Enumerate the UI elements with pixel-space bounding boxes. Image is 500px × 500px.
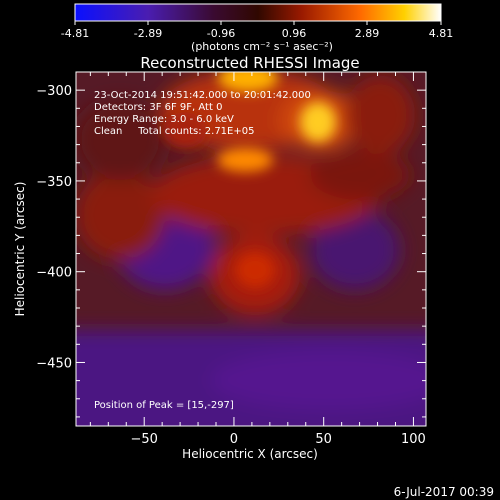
y-tick-label: −300 (36, 84, 72, 99)
annotation-detectors: Detectors: 3F 6F 9F, Att 0 (94, 102, 222, 113)
annotation-energy-range: Energy Range: 3.0 - 6.0 keV (94, 114, 234, 125)
colorbar-tick-label: -2.89 (134, 27, 162, 40)
peak-position-label: Position of Peak = [15,-297] (94, 400, 234, 411)
y-axis-label: Heliocentric Y (arcsec) (13, 182, 27, 317)
chart-title: Reconstructed RHESSI Image (140, 54, 359, 72)
x-tick-label: 0 (230, 432, 238, 447)
x-tick-label: 100 (401, 432, 426, 447)
colorbar-tick-label: -0.96 (207, 27, 235, 40)
annotation-time-range: 23-Oct-2014 19:51:42.000 to 20:01:42.000 (94, 90, 311, 101)
x-axis-label: Heliocentric X (arcsec) (182, 447, 318, 461)
y-tick-label: −400 (36, 266, 72, 281)
colorbar-tick-label: 4.81 (429, 27, 454, 40)
plot-frame (75, 71, 427, 427)
colorbar-unit-label: (photons cm⁻² s⁻¹ asec⁻²) (191, 40, 333, 53)
heatmap-image (76, 72, 426, 426)
y-axis-ticks: −300 −350 −400 −450 (36, 71, 426, 418)
x-tick-label: 50 (315, 432, 332, 447)
y-tick-label: −450 (36, 356, 72, 371)
colorbar-tick-label: 2.89 (355, 27, 380, 40)
colorbar-tick-label: 0.96 (282, 27, 307, 40)
colorbar-tick-label: -4.81 (61, 27, 89, 40)
annotation-clean-counts: Clean Total counts: 2.71E+05 (94, 126, 254, 137)
x-axis-ticks: −50 0 50 100 (89, 72, 426, 447)
y-tick-label: −350 (36, 175, 72, 190)
timestamp: 6-Jul-2017 00:39 (394, 485, 494, 499)
x-tick-label: −50 (130, 432, 157, 447)
colorbar (74, 3, 442, 22)
colorbar-ticks (74, 21, 442, 25)
